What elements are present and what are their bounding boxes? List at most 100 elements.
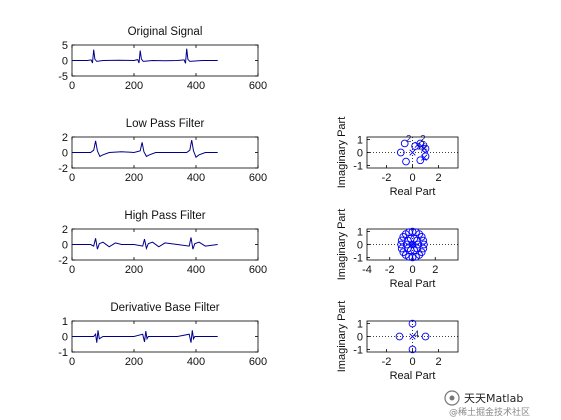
multiplicity-label: 2 [406,134,412,145]
zero-marker [399,248,408,256]
x-tick-label: -2 [382,356,392,368]
zero-marker [413,244,421,253]
x-tick-label: 2 [432,264,438,276]
y-tick-label: 1 [357,135,363,147]
multiplicity-label: 12 [417,141,429,152]
y-tick-label: -2 [58,255,68,267]
pole-marker [421,154,428,161]
watermark: 天天Matlab @稀土掘金技术社区 [444,390,530,418]
pole-marker [408,242,415,249]
x-tick-label: 0 [409,356,415,368]
zero-marker [395,332,404,341]
watermark-logo-icon [444,390,460,406]
zero-marker [404,236,412,245]
x-tick-label: 200 [125,264,143,276]
x-tick-label: 0 [69,80,75,92]
watermark-subtitle: @稀土掘金技术社区 [449,406,530,418]
panel-title: Low Pass Filter [126,118,205,130]
zero-marker [416,156,425,165]
x-axis-label: Real Part [390,370,436,382]
x-axis-label: Real Part [390,278,436,290]
signal-line [72,140,218,159]
panel-title: High Pass Filter [124,210,205,222]
zero-marker [396,148,405,157]
zero-marker [402,157,410,166]
signal-line [72,48,218,64]
y-tick-label: 1 [357,227,363,239]
zero-marker [419,236,428,245]
signal-line [72,237,218,251]
zero-marker [421,144,430,153]
zero-marker [415,251,424,259]
pole-marker [421,145,428,152]
axes-box [71,228,259,261]
x-tick-label: 400 [187,356,205,368]
panel-title: Original Signal [128,26,203,38]
zero-marker [420,240,428,249]
zero-marker [397,236,406,245]
y-tick-label: -2 [58,163,68,175]
x-tick-label: 600 [249,356,267,368]
x-tick-label: 0 [69,172,75,184]
x-tick-label: 200 [125,172,143,184]
zero-marker [417,248,426,256]
x-tick-label: 0 [409,172,415,184]
zero-marker [408,319,417,328]
x-tick-label: 600 [249,80,267,92]
y-tick-label: 0 [62,56,68,68]
y-tick-label: -1 [353,344,363,356]
zero-marker [397,240,405,249]
x-tick-label: 2 [435,172,441,184]
panel-title: Derivative Base Filter [110,302,219,314]
y-tick-label: 1 [62,316,68,328]
y-tick-label: 0 [357,148,363,160]
y-axis-label: Imaginary Part [336,301,348,373]
zero-marker [400,139,409,148]
multiplicity-label: 2 [420,134,426,145]
x-tick-label: -2 [382,172,392,184]
zero-marker [408,253,417,262]
x-tick-label: 200 [125,356,143,368]
zero-marker [408,227,417,236]
zero-marker [397,244,406,253]
x-tick-label: -2 [385,264,395,276]
watermark-title: 天天Matlab [464,392,523,405]
y-tick-label: -1 [353,252,363,264]
x-tick-label: -4 [362,264,372,276]
watermark-logo-icon-dot [449,395,455,401]
x-tick-label: 400 [187,264,205,276]
x-tick-label: 400 [187,80,205,92]
x-tick-label: 0 [69,356,75,368]
zero-marker [408,345,417,354]
x-tick-label: 400 [187,172,205,184]
x-tick-label: 0 [409,264,415,276]
y-tick-label: -1 [58,347,68,359]
x-tick-label: 200 [125,80,143,92]
y-tick-label: -1 [353,160,363,172]
multiplicity-label: 4 [414,329,420,340]
y-tick-label: 2 [62,224,68,236]
zero-marker [401,230,410,238]
pole-marker [409,149,416,156]
zero-marker [417,233,426,241]
y-tick-label: -5 [58,71,68,83]
x-axis-label: Real Part [390,186,436,198]
x-tick-label: 0 [69,264,75,276]
y-tick-label: 0 [62,332,68,344]
pole-marker [414,141,421,148]
y-tick-label: 1 [357,319,363,331]
y-tick-label: 0 [62,240,68,252]
x-tick-label: 600 [249,172,267,184]
y-axis-label: Imaginary Part [336,117,348,189]
zero-marker [421,332,430,341]
pole-marker [409,333,416,340]
signal-line [72,330,218,343]
x-tick-label: 2 [435,356,441,368]
